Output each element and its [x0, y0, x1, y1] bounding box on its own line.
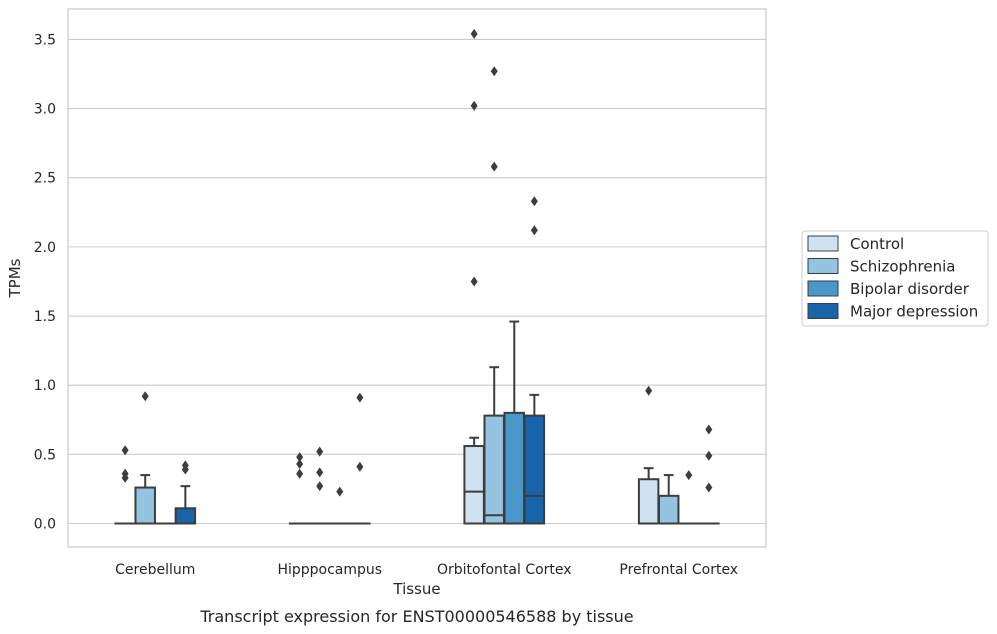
- box-control: [114, 445, 136, 525]
- outlier-point: [356, 392, 364, 403]
- y-axis-title: TPMs: [6, 258, 24, 298]
- box-rect: [483, 414, 505, 525]
- box-control: [637, 385, 660, 525]
- outlier-point: [141, 391, 149, 402]
- outlier-point: [705, 482, 713, 493]
- legend-label: Schizophrenia: [850, 258, 955, 276]
- box-schizophrenia: [657, 474, 680, 525]
- outlier-point: [181, 460, 189, 471]
- outlier-point: [530, 196, 538, 207]
- box-rect: [657, 494, 680, 525]
- outlier-point: [336, 486, 344, 497]
- outlier-point: [296, 468, 304, 479]
- box-group: [463, 28, 546, 525]
- y-axis-ticks: 0.0 0.5 1.0 1.5 2.0 2.5 3.0 3.5: [34, 32, 56, 532]
- outlier-point: [705, 424, 713, 435]
- outlier-point: [296, 459, 304, 470]
- box-major-depression: [523, 196, 546, 525]
- box-schizophrenia: [308, 446, 331, 525]
- x-tick-label: Prefrontal Cortex: [619, 562, 738, 578]
- x-tick-label: Hipppocampus: [277, 562, 382, 578]
- plot-frame: [67, 8, 767, 548]
- y-tick-label: 2.5: [34, 171, 56, 187]
- legend-label: Bipolar disorder: [850, 280, 970, 298]
- x-tick-label: Orbitofontal Cortex: [437, 562, 572, 578]
- outlier-point: [316, 446, 324, 457]
- box-group: [637, 385, 720, 525]
- outlier-point: [296, 452, 304, 463]
- y-tick-label: 0.5: [34, 447, 56, 463]
- legend-swatch: [807, 280, 839, 297]
- outlier-point: [490, 161, 498, 172]
- box-schizophrenia: [134, 391, 156, 525]
- y-tick-label: 1.0: [34, 378, 56, 394]
- outlier-point: [356, 461, 364, 472]
- box-groups: [114, 28, 720, 525]
- box-major-depression: [174, 460, 197, 525]
- box-major-depression: [698, 424, 720, 525]
- box-rect: [503, 411, 526, 525]
- x-axis-title: Tissue: [392, 580, 440, 598]
- outlier-point: [530, 225, 538, 236]
- box-control: [288, 452, 311, 525]
- legend-swatch: [807, 303, 839, 319]
- outlier-point: [316, 481, 324, 492]
- x-axis-ticks: Cerebellum Hipppocampus Orbitofontal Corte…: [115, 562, 738, 578]
- box-major-depression: [349, 392, 371, 525]
- legend-label: Control: [850, 235, 904, 253]
- outlier-point: [316, 467, 324, 478]
- outlier-point: [490, 66, 498, 77]
- box-rect: [463, 445, 485, 525]
- legend-frame: [801, 230, 989, 327]
- legend-swatch: [807, 235, 839, 252]
- y-tick-label: 0.0: [34, 516, 56, 532]
- y-tick-label: 1.5: [34, 309, 56, 325]
- outlier-point: [470, 276, 478, 287]
- outlier-point: [685, 470, 693, 481]
- legend-swatch: [807, 258, 839, 274]
- outlier-point: [470, 100, 478, 111]
- box-rect: [523, 414, 546, 525]
- box-group: [114, 391, 197, 525]
- y-tick-label: 3.5: [34, 32, 56, 48]
- box-group: [288, 392, 371, 525]
- box-rect: [174, 507, 197, 525]
- legend-label: Major depression: [850, 303, 978, 321]
- y-tick-label: 2.0: [34, 240, 56, 256]
- outlier-point: [705, 450, 713, 461]
- box-rect: [637, 478, 660, 525]
- outlier-point: [121, 445, 129, 456]
- x-tick-label: Cerebellum: [115, 562, 195, 578]
- chart-caption: Transcript expression for ENST0000054658…: [199, 607, 633, 626]
- outlier-point: [470, 28, 478, 39]
- y-tick-label: 3.0: [34, 102, 56, 118]
- outlier-point: [645, 385, 653, 396]
- box-rect: [134, 486, 156, 525]
- legend: Control Schizophrenia Bipolar disorder Majo…: [801, 230, 989, 327]
- outlier-point: [121, 468, 129, 479]
